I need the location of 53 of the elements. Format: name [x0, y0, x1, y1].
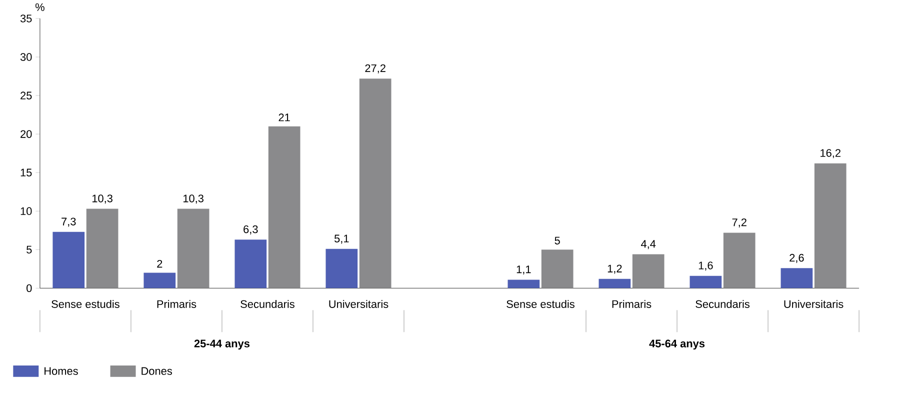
data-label: 4,4: [641, 240, 656, 250]
x-tick-label: Universitaris: [329, 300, 388, 308]
data-label: 10,3: [183, 194, 204, 204]
y-tick-label: 25: [20, 92, 32, 100]
data-label: 7,2: [732, 218, 746, 228]
data-label: 1,1: [516, 266, 531, 274]
text: 25-44 anys: [194, 340, 250, 350]
y-tick-label: 0: [26, 284, 32, 292]
bar: [359, 78, 392, 288]
data-label: 6,3: [244, 225, 258, 234]
y-tick-label: 30: [20, 53, 32, 61]
y-axis-title: %: [35, 3, 44, 11]
data-label: 21: [278, 114, 290, 122]
x-tick-label: Secundaris: [240, 300, 294, 308]
bar: [144, 272, 176, 288]
x-tick-label: Secundaris: [696, 300, 750, 308]
legend-label: Dones: [142, 367, 172, 375]
data-label: 1,2: [608, 264, 622, 274]
data-label: 5: [554, 236, 560, 244]
legend-label: Homes: [44, 367, 78, 375]
y-tick-label: 35: [20, 14, 32, 22]
bar: [86, 208, 118, 288]
x-tick-label: Sense estudis: [506, 300, 574, 308]
data-label: 10,3: [92, 194, 112, 204]
bar: [541, 250, 574, 288]
bar: [780, 268, 813, 288]
bar: [690, 276, 722, 288]
bar: [814, 163, 846, 288]
bar: [234, 240, 267, 288]
bar: [508, 280, 540, 288]
y-tick-label: 20: [20, 130, 32, 138]
x-tick-label: Universitaris: [784, 300, 844, 308]
data-label: 7,3: [62, 218, 76, 227]
bar: [268, 126, 300, 288]
bar: [326, 248, 358, 288]
data-label: 1,6: [698, 262, 713, 271]
data-label: 16,2: [820, 149, 840, 158]
bar: [177, 208, 210, 288]
y-tick-label: 5: [26, 246, 32, 254]
data-label: 2,6: [790, 254, 804, 263]
bar: [632, 254, 664, 288]
x-tick-label: Sense estudis: [52, 300, 120, 308]
x-tick-label: Primaris: [157, 300, 196, 308]
x-tick-label: Primaris: [612, 300, 652, 308]
y-tick-label: 15: [20, 168, 32, 176]
bar: [52, 232, 85, 288]
bar: [598, 278, 631, 288]
bar: [723, 232, 756, 288]
text: 45-64 anys: [649, 340, 705, 350]
data-label: 5,1: [334, 234, 349, 244]
data-label: 27,2: [365, 64, 386, 74]
y-tick-label: 10: [20, 207, 32, 215]
data-label: 2: [157, 260, 162, 268]
